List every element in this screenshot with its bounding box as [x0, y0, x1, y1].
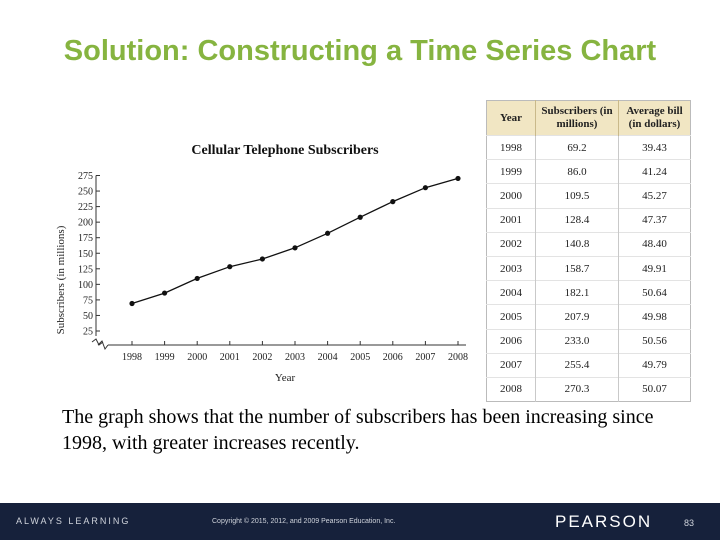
x-tick-label: 2003	[285, 352, 305, 363]
cell-subscribers: 69.2	[535, 134, 619, 160]
data-table: Year Subscribers (in millions) Average b…	[486, 100, 691, 403]
y-tick-label: 25	[83, 327, 93, 338]
x-axis-break	[97, 340, 109, 351]
subscribers-line-chart: Cellular Telephone Subscribers Subscribe…	[55, 143, 468, 384]
cell-year: 1999	[486, 159, 536, 184]
cell-year: 2005	[486, 304, 536, 329]
cell-subscribers: 233.0	[535, 328, 619, 354]
y-tick-label: 275	[78, 171, 93, 182]
cell-subscribers: 207.9	[535, 304, 619, 329]
footer-tagline: ALWAYS LEARNING	[16, 516, 131, 526]
cell-average-bill: 45.27	[618, 183, 691, 209]
y-tick-label: 250	[78, 187, 93, 198]
cell-subscribers: 140.8	[535, 231, 619, 257]
cell-year: 2001	[486, 207, 536, 233]
y-axis-break	[91, 338, 104, 346]
table-row: 2003 158.7 49.91	[486, 255, 691, 281]
chart-title: Cellular Telephone Subscribers	[191, 143, 379, 158]
cell-average-bill: 41.24	[618, 159, 691, 184]
y-tick-label: 50	[83, 311, 93, 322]
data-point	[357, 214, 363, 220]
data-point	[292, 245, 298, 251]
cell-average-bill: 48.40	[618, 231, 691, 257]
cell-year: 2008	[486, 376, 536, 402]
data-point	[259, 256, 265, 262]
data-point	[422, 185, 428, 191]
cell-subscribers: 255.4	[535, 352, 619, 378]
cell-subscribers: 270.3	[535, 376, 619, 402]
cell-subscribers: 128.4	[535, 207, 619, 233]
data-point	[390, 199, 396, 205]
data-point	[455, 175, 461, 182]
y-tick-label: 225	[78, 202, 93, 213]
table-row: 2008 270.3 50.07	[486, 376, 691, 402]
y-tick-label: 75	[83, 295, 93, 306]
table-row: 2001 128.4 47.37	[486, 207, 691, 233]
footer-copyright: Copyright © 2015, 2012, and 2009 Pearson…	[212, 518, 396, 525]
header-subscribers: Subscribers (in millions)	[535, 100, 619, 136]
x-tick-label: 2000	[187, 352, 207, 363]
x-tick-label: 2006	[383, 352, 403, 363]
x-tick-label: 2008	[448, 352, 468, 363]
cell-subscribers: 158.7	[535, 255, 619, 281]
cell-subscribers: 86.0	[535, 159, 619, 184]
data-point	[129, 300, 135, 307]
table-row: 1998 69.2 39.43	[486, 134, 691, 160]
y-tick-label: 150	[78, 249, 93, 260]
cell-average-bill: 49.79	[618, 352, 691, 378]
table-row: 2000 109.5 45.27	[486, 183, 691, 209]
y-tick-label: 200	[78, 218, 93, 229]
cell-year: 2004	[486, 280, 536, 305]
y-tick-label: 125	[78, 264, 93, 275]
cell-subscribers: 109.5	[535, 183, 619, 209]
y-tick-label: 100	[78, 280, 93, 291]
table-row: 2005 207.9 49.98	[486, 304, 691, 329]
cell-year: 2003	[486, 255, 536, 281]
table-header-row: Year Subscribers (in millions) Average b…	[486, 100, 691, 136]
data-point	[227, 264, 233, 270]
cell-year: 1998	[486, 134, 536, 160]
page-number: 83	[684, 518, 695, 528]
cell-average-bill: 39.43	[618, 134, 691, 160]
cell-average-bill: 50.64	[618, 280, 691, 305]
data-point	[162, 290, 168, 296]
cell-average-bill: 47.37	[618, 207, 691, 233]
x-tick-label: 2001	[220, 352, 240, 363]
cell-average-bill: 49.98	[618, 304, 691, 329]
cell-average-bill: 50.07	[618, 376, 691, 402]
data-points	[129, 175, 461, 307]
cell-year: 2007	[486, 352, 536, 378]
x-tick-label: 2002	[252, 352, 272, 363]
x-tick-label: 2005	[350, 352, 370, 363]
subscribers-series-line	[131, 177, 459, 305]
table-row: 2004 182.1 50.64	[486, 280, 691, 305]
y-axis-label: Subscribers (in millions)	[55, 225, 67, 334]
cell-subscribers: 182.1	[535, 280, 619, 305]
y-tick-label: 175	[78, 233, 93, 244]
x-axis: 1998 1999 2000 2001 2002 2003 2004 2005 2006 2007…	[97, 340, 468, 363]
header-year: Year	[486, 100, 536, 136]
cell-average-bill: 50.56	[618, 328, 691, 354]
cell-year: 2000	[486, 183, 536, 209]
x-axis-label: Year	[275, 372, 296, 384]
table-row: 2007 255.4 49.79	[486, 352, 691, 378]
x-tick-label: 1999	[155, 352, 175, 363]
slide-caption: The graph shows that the number of subsc…	[62, 406, 654, 454]
cell-average-bill: 49.91	[618, 255, 691, 281]
x-tick-label: 1998	[122, 352, 142, 363]
table-row: 2006 233.0 50.56	[486, 328, 691, 354]
header-average-bill: Average bill (in dollars)	[618, 100, 691, 136]
data-point	[325, 230, 331, 236]
footer-bar: ALWAYS LEARNING Copyright © 2015, 2012, …	[0, 503, 720, 540]
table-row: 1999 86.0 41.24	[486, 159, 691, 184]
slide-title: Solution: Constructing a Time Series Cha…	[63, 35, 657, 67]
data-point	[194, 275, 200, 282]
x-tick-label: 2007	[415, 352, 435, 363]
x-tick-label: 2004	[318, 352, 338, 363]
pearson-logo: PEARSON	[555, 512, 653, 531]
table-row: 2002 140.8 48.40	[486, 231, 691, 257]
y-axis: 25 50 75 100 125 150 175 200 225 250 275	[78, 171, 104, 346]
cell-year: 2006	[486, 328, 536, 354]
cell-year: 2002	[486, 231, 536, 257]
